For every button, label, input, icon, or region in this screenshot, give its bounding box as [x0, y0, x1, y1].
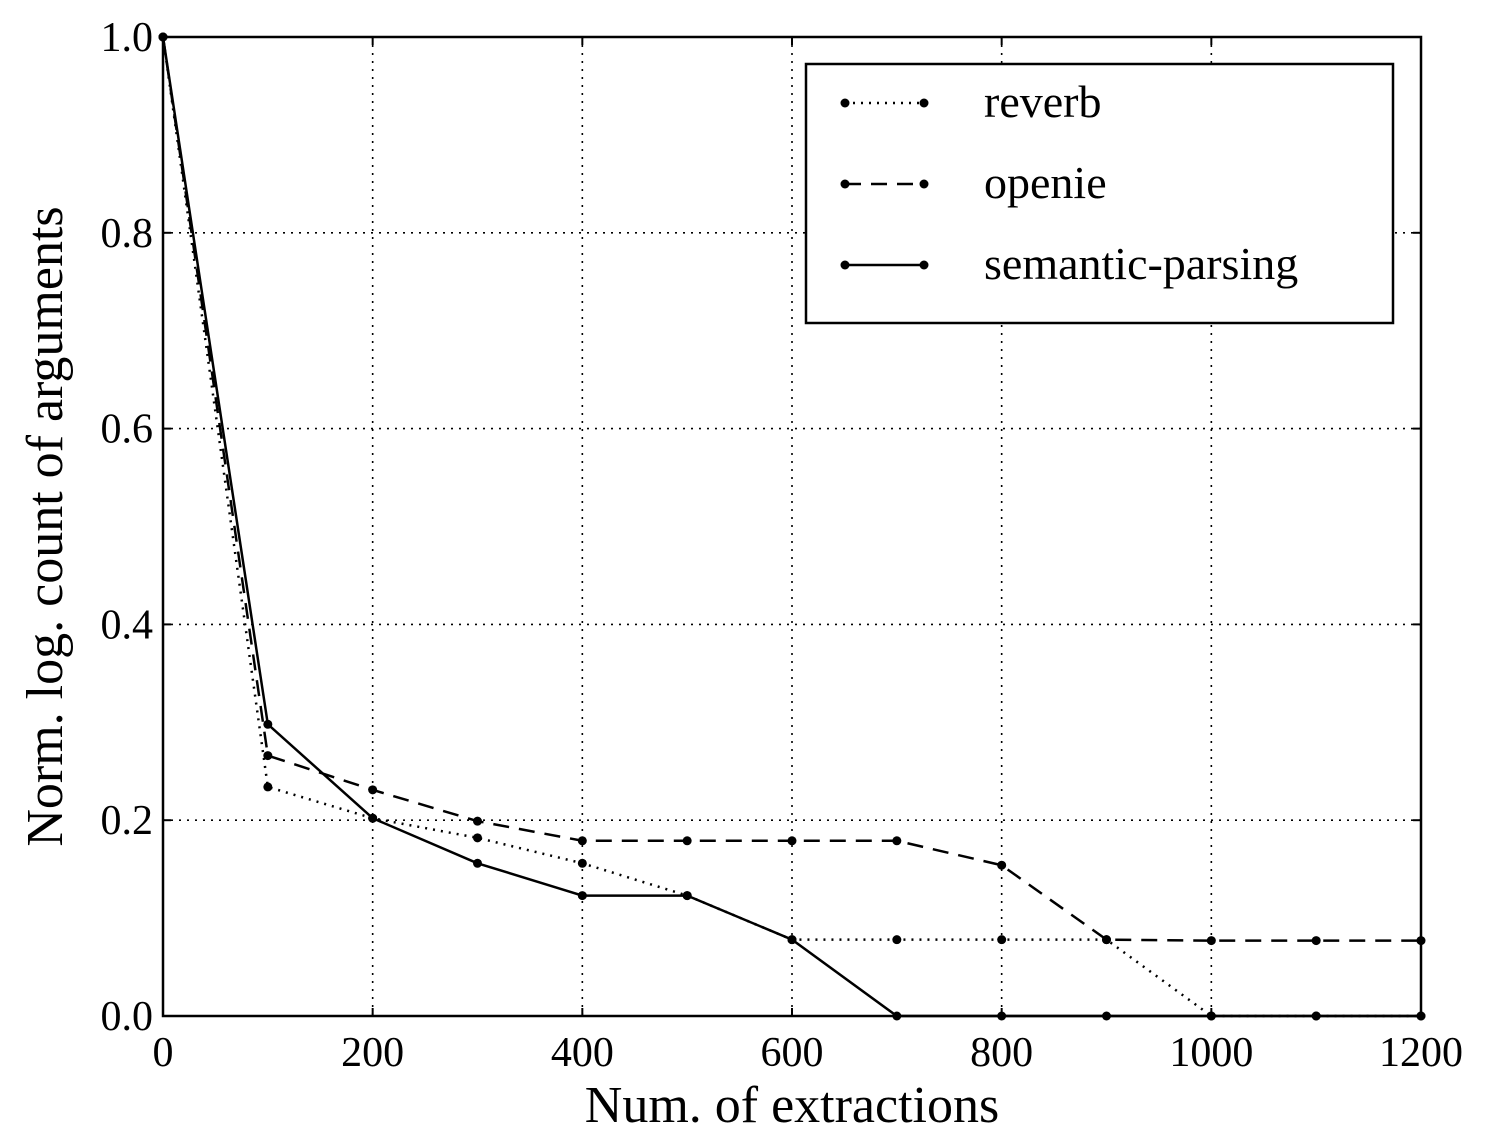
y-tick-label: 0.4	[101, 602, 154, 648]
data-point-openie	[368, 785, 378, 795]
data-point-semantic-parsing	[263, 719, 273, 729]
data-point-openie	[577, 836, 587, 846]
legend-label: reverb	[984, 76, 1101, 127]
data-point-openie	[682, 836, 692, 846]
data-point-semantic-parsing	[787, 935, 797, 945]
axis-ticks: 0 200 400 600 800 1000 1200 0.0 0.2 0.4 0.6 0.8 1.0	[101, 15, 1464, 1076]
x-tick-label: 0	[153, 1030, 174, 1076]
legend-marker	[919, 179, 929, 189]
x-tick-label: 400	[551, 1030, 614, 1076]
y-tick-label: 0.0	[101, 994, 154, 1040]
data-point-semantic-parsing	[682, 891, 692, 901]
y-tick-label: 1.0	[101, 15, 154, 61]
legend-item-semantic-parsing: semantic-parsing	[840, 238, 1298, 289]
legend-marker	[840, 260, 850, 270]
data-point-openie	[1102, 935, 1111, 945]
legend: reverb openie semantic-parsing	[804, 62, 1395, 325]
legend-box	[804, 62, 1395, 325]
data-point-openie	[1206, 936, 1216, 946]
legend-label: openie	[984, 157, 1107, 208]
data-point-openie	[997, 860, 1007, 870]
x-tick-label: 1000	[1169, 1030, 1253, 1076]
data-point-semantic-parsing	[473, 858, 482, 868]
legend-marker	[919, 98, 929, 108]
data-point-reverb	[577, 858, 587, 868]
x-tick-label: 600	[761, 1030, 824, 1076]
data-point-semantic-parsing	[577, 891, 587, 901]
legend-item-openie: openie	[840, 157, 1107, 208]
y-axis-label: Norm. log. count of arguments	[17, 206, 74, 846]
y-tick-label: 0.8	[101, 211, 154, 257]
data-point-openie	[263, 751, 273, 761]
x-tick-label: 200	[341, 1030, 404, 1076]
series-openie	[158, 32, 1426, 946]
legend-item-reverb: reverb	[840, 76, 1101, 127]
data-point-reverb	[263, 782, 273, 792]
y-tick-label: 0.2	[101, 798, 154, 844]
legend-marker	[840, 179, 850, 189]
x-axis-label: Num. of extractions	[585, 1077, 999, 1134]
legend-label: semantic-parsing	[984, 238, 1298, 289]
x-tick-label: 800	[970, 1030, 1033, 1076]
data-point-reverb	[892, 935, 902, 945]
x-tick-label: 1200	[1379, 1030, 1463, 1076]
legend-marker	[840, 98, 850, 108]
data-point-semantic-parsing	[368, 813, 378, 823]
legend-marker	[919, 260, 929, 270]
data-point-openie	[892, 836, 902, 846]
data-point-openie	[787, 836, 797, 846]
data-point-reverb	[997, 935, 1007, 945]
data-point-openie	[473, 816, 482, 826]
y-tick-label: 0.6	[101, 407, 154, 453]
data-point-reverb	[473, 833, 482, 843]
data-point-openie	[1311, 936, 1321, 946]
